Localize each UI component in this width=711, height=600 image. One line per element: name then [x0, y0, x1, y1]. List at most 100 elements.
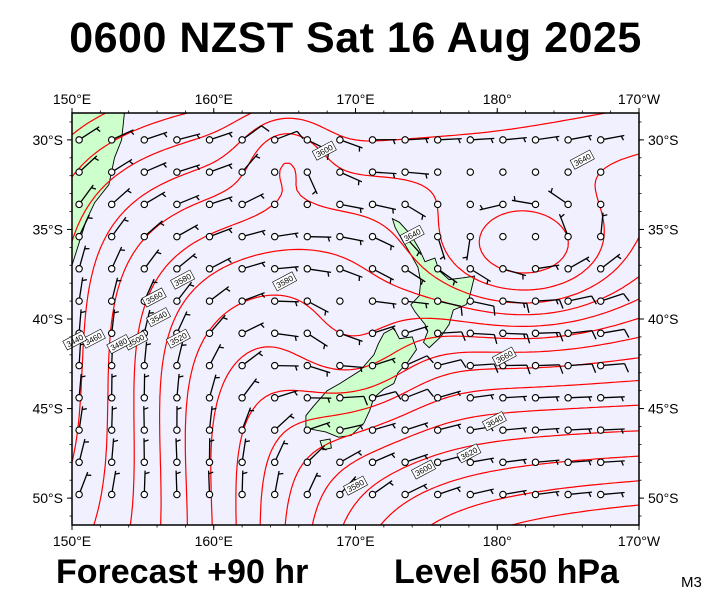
wind-barb [173, 133, 201, 144]
wind-barb [107, 246, 126, 273]
lon-label-bottom: 160°E [195, 533, 233, 549]
wind-barb [238, 261, 266, 273]
wind-barb [466, 265, 492, 285]
wind-barb [303, 329, 328, 350]
lat-label-right: 35°S [648, 221, 679, 237]
lon-label-bottom: 170°E [336, 533, 374, 549]
wind-barb [401, 453, 429, 467]
wind-barb [303, 445, 327, 467]
wind-barb [205, 131, 233, 144]
wind-barb [238, 350, 263, 370]
lon-label-top: 170°W [618, 91, 661, 107]
wind-barb [596, 394, 625, 402]
wind-barb [303, 472, 321, 499]
wind-barb [433, 232, 446, 260]
wind-barb [303, 200, 312, 209]
wind-barb [433, 265, 458, 286]
lon-label-bottom: 170°W [618, 533, 661, 549]
wind-barb [433, 423, 462, 434]
wind-barb [596, 426, 625, 434]
wind-barb [173, 253, 198, 273]
wind-barb [270, 440, 289, 467]
wind-barb [596, 490, 625, 499]
wind-barb [401, 200, 426, 220]
wind-barb [303, 297, 329, 316]
wind-barb [173, 373, 184, 402]
wind-barb [75, 406, 87, 434]
lon-label-top: 150°E [53, 91, 91, 107]
wind-barb [205, 343, 224, 370]
wind-barb [596, 200, 605, 209]
wind-barb [336, 450, 363, 467]
wind-barb [499, 394, 527, 402]
wind-barb [401, 136, 430, 144]
wind-barb [596, 253, 622, 273]
wind-barb [303, 421, 331, 434]
model-code: M3 [681, 574, 702, 591]
wind-barb [531, 361, 564, 374]
wind-barb [140, 341, 152, 370]
wind-barb [107, 373, 117, 402]
wind-barb [401, 265, 426, 285]
wind-barb [596, 458, 625, 467]
wind-barb [173, 342, 187, 370]
wind-barb [368, 325, 396, 338]
wind-barb [433, 455, 462, 467]
wind-barb [336, 394, 369, 406]
lat-label-left: 30°S [32, 132, 63, 148]
wind-barbs [75, 125, 630, 499]
wind-barb [336, 361, 364, 373]
wind-barb [173, 281, 195, 305]
lon-label-top: 160°E [195, 91, 233, 107]
wind-barb [368, 265, 395, 284]
wind-barb [564, 168, 572, 176]
wind-barb [205, 470, 214, 499]
wind-barb [205, 227, 233, 241]
wind-barb [173, 194, 200, 209]
wind-barb [466, 361, 499, 373]
wind-barb [531, 264, 560, 273]
wind-barb [368, 452, 396, 467]
wind-barb [401, 483, 428, 499]
wind-barb [368, 136, 397, 145]
wind-barb [270, 470, 284, 499]
wind-barb [107, 470, 120, 499]
wind-barb [499, 489, 527, 499]
wind-barb [596, 134, 625, 144]
wind-barb [303, 232, 332, 242]
lon-label-top: 170°E [336, 91, 374, 107]
wind-barb [107, 438, 119, 467]
wind-barb [270, 265, 299, 273]
wind-barb [433, 168, 442, 176]
north-island [391, 217, 476, 349]
lon-label-top: 180° [483, 91, 512, 107]
forecast-hour: Forecast +90 hr [56, 553, 309, 591]
lat-label-right: 40°S [648, 311, 679, 327]
wind-barb [564, 295, 597, 305]
wind-barb [368, 297, 397, 309]
wind-barb [499, 232, 507, 241]
wind-barb [596, 292, 630, 305]
contour-3470 [284, 379, 639, 525]
wind-barb [596, 212, 608, 241]
wind-barb [205, 257, 232, 273]
wind-barb [238, 378, 260, 402]
wind-barb [433, 136, 462, 144]
wind-barb [107, 129, 135, 144]
contour-3450 [342, 430, 639, 525]
wind-barb [433, 486, 461, 499]
wind-barb [336, 423, 364, 434]
wind-barb [238, 193, 265, 209]
wind-barb [499, 265, 527, 280]
map-title: 0600 NZST Sat 16 Aug 2025 [69, 14, 642, 62]
wind-barb [205, 438, 215, 467]
lat-label-right: 30°S [648, 132, 679, 148]
wind-barb [75, 373, 86, 402]
wind-barb [499, 458, 527, 467]
lat-label-right: 45°S [648, 401, 679, 417]
lat-label-left: 40°S [32, 311, 63, 327]
wind-barb [205, 286, 231, 305]
wind-barb [140, 191, 167, 209]
wind-barb [499, 297, 530, 313]
wind-barb [499, 426, 527, 434]
